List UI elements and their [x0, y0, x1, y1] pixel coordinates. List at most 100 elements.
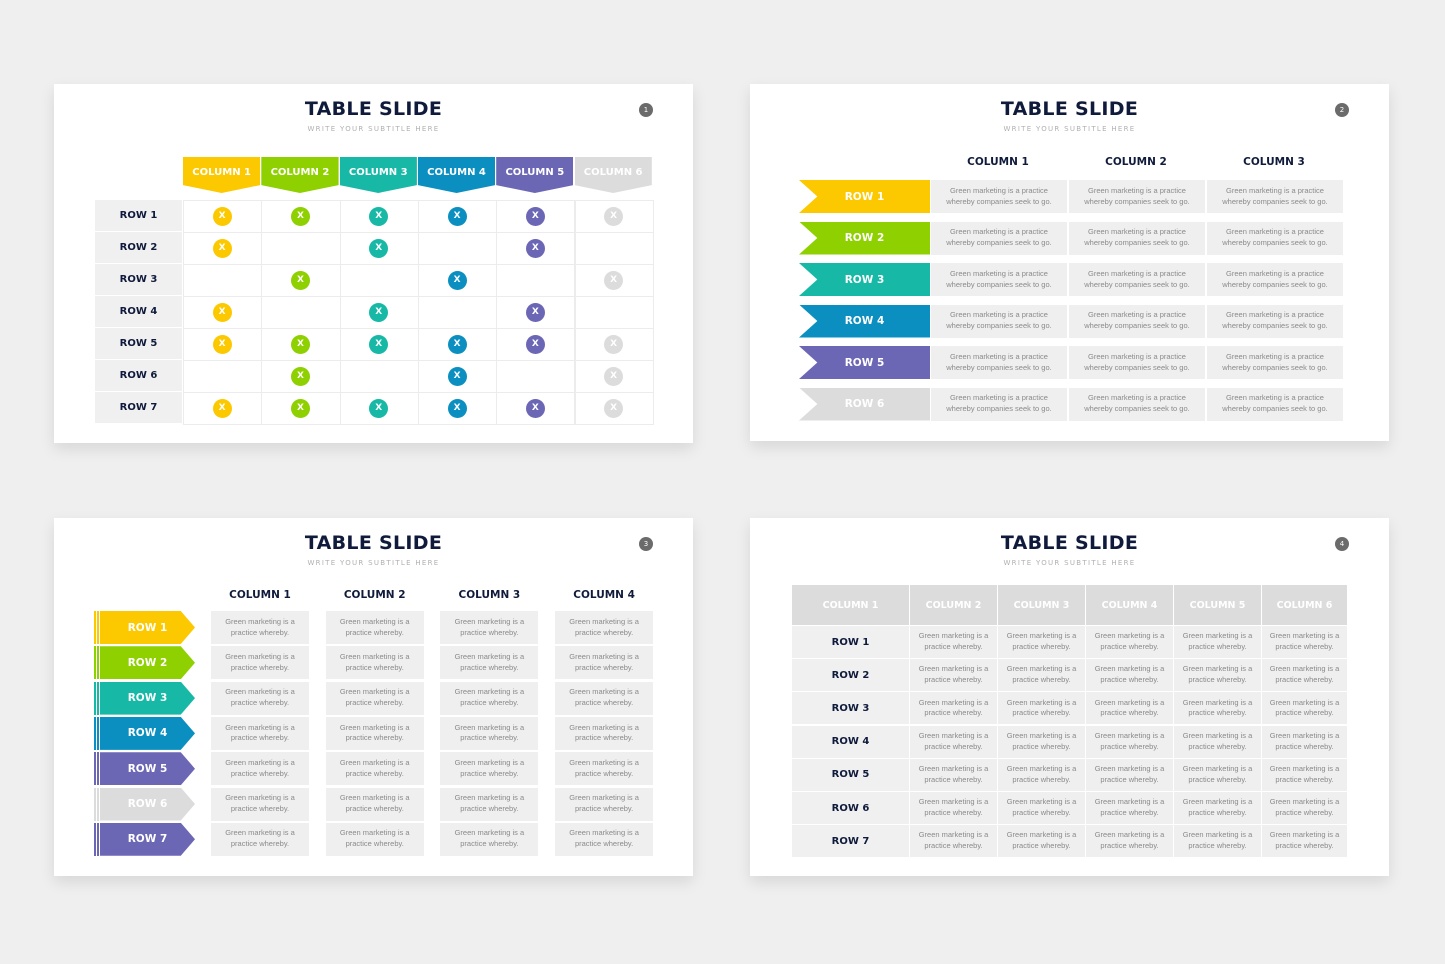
check-x-icon: X: [525, 335, 545, 354]
table-cell: [339, 360, 419, 393]
row-label: ROW 2: [95, 232, 182, 263]
row-stripe: [94, 752, 100, 786]
table-cell: Green marketing is a practice whereby.: [910, 725, 997, 758]
table-cell: [183, 360, 263, 393]
table-cell: Green marketing is a practice whereby.: [910, 792, 997, 824]
table-cell: Green marketing is a practice whereby.: [998, 692, 1085, 725]
check-x-icon: X: [212, 303, 232, 322]
table-cell: Green marketing is a practice whereby.: [998, 659, 1085, 692]
row-label: ROW 4: [792, 725, 909, 758]
column-header: COLUMN 5: [496, 157, 574, 193]
table-cell: [574, 392, 654, 425]
check-x-icon: X: [369, 399, 389, 418]
check-x-icon: X: [290, 367, 310, 386]
table-cell: Green marketing is a practice whereby.: [1174, 758, 1261, 791]
table-cell: Green marketing is a practice whereby.: [1174, 792, 1261, 824]
check-x-icon: X: [604, 271, 624, 290]
slide-3: TABLE SLIDE WRITE YOUR SUBTITLE HERE 3 COLU…: [54, 518, 693, 876]
column-header: COLUMN 1: [183, 157, 261, 193]
check-x-icon: X: [525, 399, 545, 418]
page-number-badge: 4: [1335, 537, 1349, 551]
table-cell: [417, 232, 498, 265]
column-header: COLUMN 3: [998, 585, 1085, 625]
row-stripe: [94, 611, 100, 644]
slide-title: TABLE SLIDE: [304, 98, 443, 120]
slide-title: TABLE SLIDE: [304, 532, 443, 554]
row-label: ROW 1: [792, 626, 909, 658]
table-cell: Green marketing is a practice whereby co…: [1207, 346, 1343, 379]
row-label: ROW 6: [95, 360, 182, 391]
table-cell: Green marketing is a practice whereby.: [1086, 758, 1173, 791]
table-cell: Green marketing is a practice whereby.: [555, 752, 654, 786]
table-cell: Green marketing is a practice whereby.: [1174, 626, 1261, 658]
table-cell: Green marketing is a practice whereby co…: [931, 263, 1067, 296]
table-cell: Green marketing is a practice whereby co…: [1069, 346, 1205, 379]
check-x-icon: X: [212, 399, 232, 418]
table-cell: Green marketing is a practice whereby.: [211, 752, 309, 786]
column-header: COLUMN 2: [261, 157, 339, 193]
table-cell: Green marketing is a practice whereby co…: [1207, 180, 1343, 213]
column-header: COLUMN 1: [792, 585, 909, 625]
table-cell: [496, 360, 576, 393]
row-label: ROW 3: [792, 692, 909, 725]
table-cell: Green marketing is a practice whereby.: [910, 626, 997, 658]
column-header: COLUMN 5: [1174, 585, 1261, 625]
row-label: ROW 6: [792, 792, 909, 824]
column-header: COLUMN 6: [574, 157, 652, 193]
table-cell: Green marketing is a practice whereby.: [211, 681, 309, 715]
table-cell: Green marketing is a practice whereby.: [1174, 659, 1261, 692]
column-header: COLUMN 4: [1086, 585, 1173, 625]
table-cell: Green marketing is a practice whereby.: [1086, 792, 1173, 824]
table-cell: Green marketing is a practice whereby co…: [1069, 263, 1205, 296]
slide-title: TABLE SLIDE: [1000, 532, 1139, 554]
row-label: ROW 5: [792, 758, 909, 791]
table-cell: Green marketing is a practice whereby.: [1086, 725, 1173, 758]
table-cell: [496, 264, 576, 297]
check-x-icon: X: [604, 367, 624, 386]
table-cell: Green marketing is a practice whereby.: [211, 716, 309, 750]
slide-subtitle: WRITE YOUR SUBTITLE HERE: [1003, 125, 1136, 133]
row-label-ribbon: ROW 1: [799, 180, 930, 213]
table-cell: Green marketing is a practice whereby.: [910, 758, 997, 791]
check-x-icon: X: [604, 335, 624, 354]
table-cell: Green marketing is a practice whereby.: [440, 716, 539, 750]
table-cell: Green marketing is a practice whereby co…: [931, 180, 1067, 213]
check-x-icon: X: [447, 399, 467, 418]
row-stripe: [94, 681, 100, 715]
table-cell: Green marketing is a practice whereby.: [325, 787, 424, 821]
check-x-icon: X: [212, 207, 232, 226]
check-x-icon: X: [447, 367, 467, 386]
check-x-icon: X: [290, 399, 310, 418]
table-cell: Green marketing is a practice whereby.: [1262, 758, 1347, 791]
table-cell: Green marketing is a practice whereby.: [1262, 792, 1347, 824]
table-cell: Green marketing is a practice whereby co…: [931, 346, 1067, 379]
row-label-arrow: ROW 5: [100, 752, 195, 786]
check-x-icon: X: [447, 335, 467, 354]
table-cell: Green marketing is a practice whereby.: [211, 611, 309, 644]
column-header: COLUMN 3: [1243, 156, 1305, 168]
table-cell: [417, 296, 498, 329]
check-x-icon: X: [212, 239, 232, 258]
row-label: ROW 3: [95, 264, 182, 295]
table-cell: Green marketing is a practice whereby.: [1086, 825, 1173, 858]
column-header: COLUMN 2: [343, 589, 406, 601]
table-cell: Green marketing is a practice whereby co…: [1207, 304, 1343, 338]
slide-title: TABLE SLIDE: [1000, 98, 1139, 120]
column-header: COLUMN 1: [967, 156, 1029, 168]
table-cell: Green marketing is a practice whereby.: [555, 646, 654, 680]
table-cell: Green marketing is a practice whereby.: [910, 659, 997, 692]
slide-4: TABLE SLIDE WRITE YOUR SUBTITLE HERE 4 COLU…: [750, 518, 1389, 876]
check-x-icon: X: [525, 207, 545, 226]
table-cell: Green marketing is a practice whereby.: [211, 646, 309, 680]
row-label-ribbon: ROW 4: [799, 304, 930, 338]
table-cell: Green marketing is a practice whereby co…: [931, 304, 1067, 338]
column-header: COLUMN 3: [458, 589, 521, 601]
table-cell: Green marketing is a practice whereby co…: [1069, 387, 1205, 421]
table-cell: Green marketing is a practice whereby.: [1262, 626, 1347, 658]
table-cell: [261, 296, 341, 329]
check-x-icon: X: [525, 303, 545, 322]
table-cell: Green marketing is a practice whereby.: [998, 758, 1085, 791]
table-cell: Green marketing is a practice whereby co…: [1207, 263, 1343, 296]
table-cell: Green marketing is a practice whereby.: [555, 822, 654, 856]
check-x-icon: X: [447, 271, 467, 290]
